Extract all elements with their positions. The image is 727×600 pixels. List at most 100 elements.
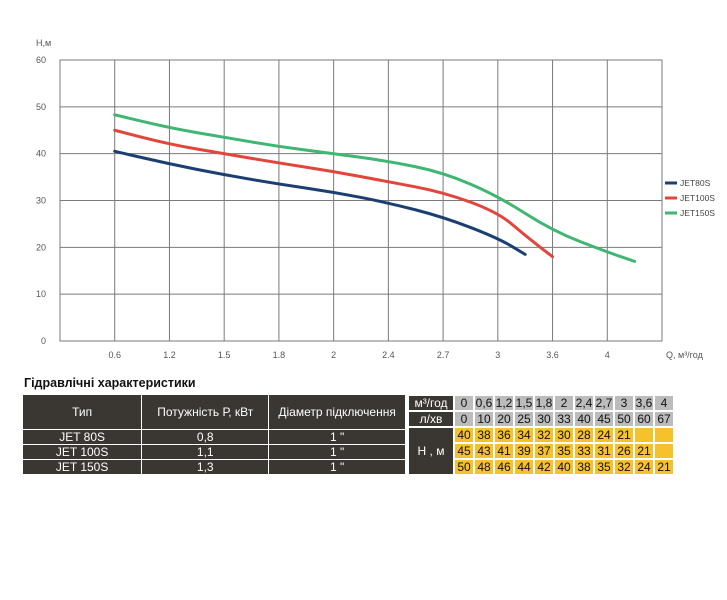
head-value-cell: 37 bbox=[535, 444, 553, 458]
table-row: JET 100S 1,1 1 " bbox=[21, 444, 406, 460]
x-tick-label: 3.6 bbox=[546, 350, 559, 360]
spec-cell-power: 1,3 bbox=[141, 459, 270, 475]
x-tick-label: 1.2 bbox=[163, 350, 176, 360]
x-tick-label: 1.8 bbox=[273, 350, 286, 360]
flow-lmin-cell: 45 bbox=[595, 412, 613, 426]
legend-label: JET150S bbox=[680, 208, 715, 218]
head-value-cell: 21 bbox=[615, 428, 633, 442]
head-value-cell: 44 bbox=[515, 460, 533, 474]
table-row: JET 80S 0,8 1 " bbox=[21, 429, 406, 445]
head-value-cell: 30 bbox=[555, 428, 573, 442]
flow-m3h-cell: 1,8 bbox=[535, 396, 553, 410]
head-value-cell: 42 bbox=[535, 460, 553, 474]
head-value-cell: 32 bbox=[615, 460, 633, 474]
spec-cell-type: JET 80S bbox=[21, 429, 143, 445]
head-value-cell: 34 bbox=[515, 428, 533, 442]
y-axis-title: Н,м bbox=[36, 38, 51, 48]
head-value-cell: 35 bbox=[555, 444, 573, 458]
flow-lmin-cell: 10 bbox=[475, 412, 493, 426]
head-value-cell: 21 bbox=[635, 444, 653, 458]
y-tick-label: 0 bbox=[41, 336, 46, 346]
flow-m3h-cell: 1,2 bbox=[495, 396, 513, 410]
flow-m3h-cell: 2,4 bbox=[575, 396, 593, 410]
spec-cell-type: JET 100S bbox=[21, 444, 143, 460]
head-value-cell: 36 bbox=[495, 428, 513, 442]
series-line-jet150s bbox=[113, 113, 637, 263]
spec-cell-type: JET 150S bbox=[21, 459, 143, 475]
y-tick-label: 40 bbox=[36, 149, 46, 159]
flow-m3h-cell: 3,6 bbox=[635, 396, 653, 410]
series-line-jet100s bbox=[113, 128, 555, 259]
flow-m3h-cell: 2 bbox=[555, 396, 573, 410]
head-value-cell: 31 bbox=[595, 444, 613, 458]
flow-lmin-cell: 20 bbox=[495, 412, 513, 426]
head-unit-label: Н , м bbox=[409, 428, 453, 474]
spec-cell-diameter: 1 " bbox=[268, 429, 406, 445]
head-value-cell: 35 bbox=[595, 460, 613, 474]
head-value-cell: 39 bbox=[515, 444, 533, 458]
legend-label: JET100S bbox=[680, 193, 715, 203]
head-value-cell: 38 bbox=[475, 428, 493, 442]
head-value-cell: 50 bbox=[455, 460, 473, 474]
y-tick-label: 10 bbox=[36, 289, 46, 299]
spec-header-type: Тип bbox=[21, 394, 143, 430]
head-value-cell: 46 bbox=[495, 460, 513, 474]
x-tick-label: 3 bbox=[495, 350, 500, 360]
table-title: Гідравлічні характеристики bbox=[24, 376, 196, 390]
y-tick-label: 60 bbox=[36, 55, 46, 65]
x-axis-title: Q, м³/год bbox=[666, 350, 704, 360]
x-tick-label: 0.6 bbox=[108, 350, 121, 360]
head-value-cell: 28 bbox=[575, 428, 593, 442]
x-tick-label: 2 bbox=[331, 350, 336, 360]
head-value-cell: 40 bbox=[555, 460, 573, 474]
head-value-cell: 26 bbox=[615, 444, 633, 458]
y-tick-label: 30 bbox=[36, 196, 46, 206]
flow-lmin-cell: 60 bbox=[635, 412, 653, 426]
spec-cell-diameter: 1 " bbox=[268, 444, 406, 460]
y-tick-label: 20 bbox=[36, 242, 46, 252]
y-tick-label: 50 bbox=[36, 102, 46, 112]
hyd-row-flow-lmin: л/хв 0 10 20 25 30 33 40 45 50 60 67 bbox=[409, 412, 673, 426]
flow-m3h-cell: 4 bbox=[655, 396, 673, 410]
spec-cell-power: 1,1 bbox=[141, 444, 270, 460]
flow-lmin-cell: 50 bbox=[615, 412, 633, 426]
flow-lmin-cell: 67 bbox=[655, 412, 673, 426]
head-value-cell: 24 bbox=[595, 428, 613, 442]
pump-performance-chart: 0 10 20 30 40 50 60 0.6 1.2 1.5 1.8 2 2.4 2.7 3 3.6 4 Н,м… bbox=[36, 38, 715, 360]
spec-header-row: Тип Потужність Р, кВт Діаметр підключенн… bbox=[21, 394, 406, 430]
head-value-cell: 41 bbox=[495, 444, 513, 458]
x-tick-label: 4 bbox=[605, 350, 610, 360]
head-value-cell: 45 bbox=[455, 444, 473, 458]
flow-lmin-cell: 0 bbox=[455, 412, 473, 426]
flow-m3h-cell: 1,5 bbox=[515, 396, 533, 410]
head-value-cell: 32 bbox=[535, 428, 553, 442]
head-value-cell: 21 bbox=[655, 460, 673, 474]
x-tick-label: 2.7 bbox=[437, 350, 450, 360]
flow-m3h-cell: 2,7 bbox=[595, 396, 613, 410]
table-row: JET 150S 1,3 1 " bbox=[21, 459, 406, 475]
head-value-cell bbox=[655, 428, 673, 442]
hyd-row-head: 50 48 46 44 42 40 38 35 32 24 21 bbox=[409, 460, 673, 474]
hyd-row-head: 45 43 41 39 37 35 33 31 26 21 bbox=[409, 444, 673, 458]
flow-m3h-cell: 3 bbox=[615, 396, 633, 410]
head-value-cell bbox=[655, 444, 673, 458]
x-tick-label: 1.5 bbox=[218, 350, 231, 360]
spec-cell-diameter: 1 " bbox=[268, 459, 406, 475]
flow-m3h-cell: 0,6 bbox=[475, 396, 493, 410]
hyd-row-flow-m3h: м³/год 0 0,6 1,2 1,5 1,8 2 2,4 2,7 3 3,6 4 bbox=[409, 396, 673, 410]
x-tick-label: 2.4 bbox=[382, 350, 395, 360]
spec-header-power: Потужність Р, кВт bbox=[141, 394, 270, 430]
head-value-cell: 24 bbox=[635, 460, 653, 474]
spec-cell-power: 0,8 bbox=[141, 429, 270, 445]
flow-lmin-cell: 25 bbox=[515, 412, 533, 426]
head-value-cell bbox=[635, 428, 653, 442]
series-line-jet80s bbox=[113, 149, 527, 256]
head-value-cell: 48 bbox=[475, 460, 493, 474]
pump-spec-table: Тип Потужність Р, кВт Діаметр підключенн… bbox=[21, 394, 406, 475]
hyd-row-head: Н , м 40 38 36 34 32 30 28 24 21 bbox=[409, 428, 673, 474]
flow-m3h-cell: 0 bbox=[455, 396, 473, 410]
head-value-cell: 43 bbox=[475, 444, 493, 458]
flow-lmin-cell: 30 bbox=[535, 412, 553, 426]
flow-unit-m3h-label: м³/год bbox=[409, 396, 453, 410]
head-value-cell: 38 bbox=[575, 460, 593, 474]
